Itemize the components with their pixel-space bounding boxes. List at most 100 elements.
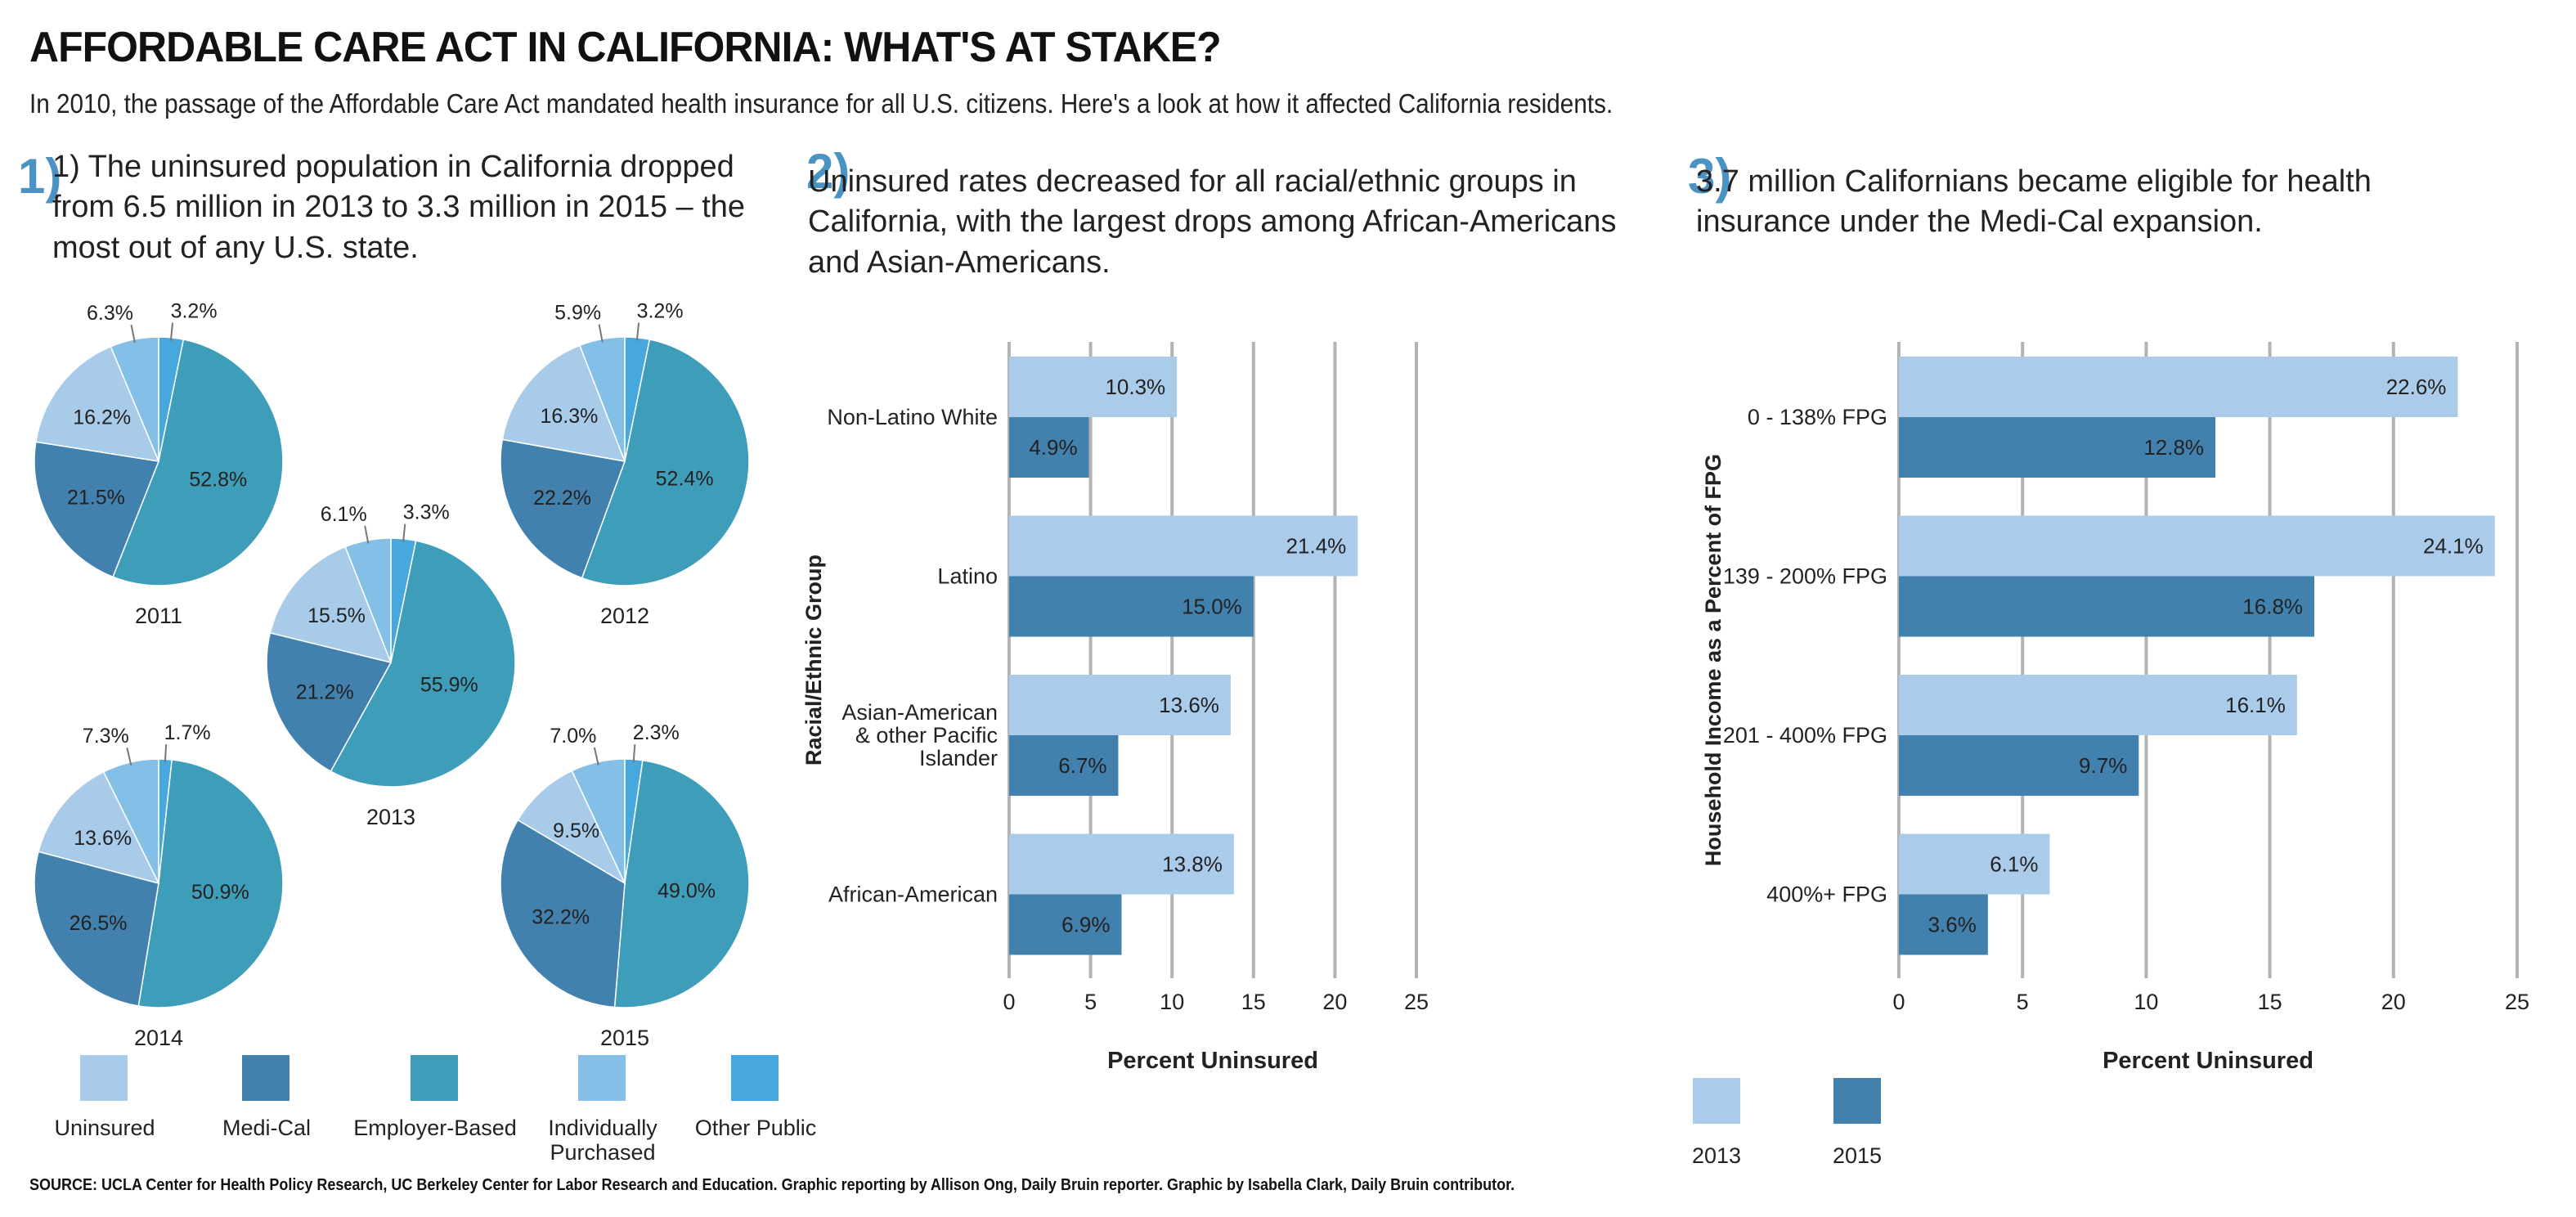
legend-swatch [578,1055,626,1101]
bar-value-label: 10.3% [1105,375,1165,399]
bar-value-label: 12.8% [2143,435,2204,460]
bar-2015 [1009,576,1254,637]
y-axis-title: Racial/Ethnic Group [801,555,826,766]
bar-value-label: 13.8% [1162,852,1223,877]
bar-value-label: 16.8% [2242,595,2303,619]
pie-slice-uninsured [517,770,626,885]
pie-label: 26.5% [70,912,128,935]
bar-2013 [1899,515,2495,577]
pie-label: 32.2% [532,906,590,929]
bar-2015 [1009,894,1122,955]
pie-label: 50.9% [191,881,249,904]
pie-slice-uninsured [501,344,626,462]
category-label: Non-Latino White [827,405,998,429]
heading-line: and Asian-Americans. [808,245,1111,280]
year-legend-item: 2015 [1833,1078,1882,1168]
legend-label: Purchased [550,1140,655,1165]
pie-slice-medi-cal [500,819,626,1008]
legend-swatch [411,1055,458,1101]
pie-year-label: 2012 [600,604,649,628]
legend-label: Employer-Based [353,1116,517,1140]
pie-label: 55.9% [420,673,478,696]
category-label: Latino [937,564,998,589]
race-bar-chart: 0 5 10 15 20 25 10.3% 4.9% Non-Latino White 21.4%… [801,342,1429,1074]
pie-slice-employer-based [330,540,516,788]
pie-label: 16.3% [540,405,598,428]
pie-2011: 3.2% 52.8% 21.5% 16.2% 6.3% 2011 [34,300,284,628]
bar-2015 [1899,576,2315,637]
pie-leader-line [364,525,370,544]
category-label: 0 - 138% FPG [1748,405,1887,429]
x-tick-label: 15 [1241,990,1266,1014]
bar-2015 [1009,417,1089,478]
heading-line: 3.7 million Californians became eligible… [1696,164,2372,199]
legend-swatch [1833,1078,1881,1124]
heading-line: Uninsured rates decreased for all racial… [808,164,1577,199]
income-bar-chart: 0 5 10 15 20 25 22.6% 12.8% 0 - 138% FPG 24.1% 16.… [1692,342,2529,1168]
pie-2012: 3.2% 52.4% 22.2% 16.3% 5.9% 2012 [500,300,750,628]
x-tick-label: 0 [1003,990,1015,1014]
x-tick-label: 0 [1892,990,1905,1014]
pie-leader-line [632,744,636,763]
bar-value-label: 13.6% [1159,693,1219,717]
bar-value-label: 15.0% [1182,595,1242,619]
section-2-heading: Uninsured rates decreased for all racial… [808,162,1616,283]
category-label: Islander [919,746,998,770]
intro-text: In 2010, the passage of the Affordable C… [29,88,1613,119]
heading-line: 1) The uninsured population in Californi… [52,150,734,184]
category-label: 400%+ FPG [1766,882,1887,907]
pie-slice-employer-based [613,759,750,1008]
legend-label: 2013 [1692,1143,1741,1168]
legend-item: Employer-Based [353,1055,517,1140]
heading-line: California, with the largest drops among… [808,204,1617,240]
bar-value-label: 3.6% [1928,913,1977,937]
bar-2013 [1009,833,1234,895]
bar-2013 [1009,515,1358,577]
x-tick-label: 10 [1160,990,1184,1014]
heading-line: most out of any U.S. state. [52,230,419,265]
x-tick-label: 5 [1084,990,1097,1014]
source-note: SOURCE: UCLA Center for Health Policy Re… [29,1176,1515,1194]
heading-line: insurance under the Medi-Cal expansion. [1696,204,2263,240]
pie-label: 3.2% [637,300,684,323]
pie-slice-medi-cal [500,438,626,579]
category-label: & other Pacific [855,723,998,748]
pie-leader-line [126,747,132,766]
y-axis-title: Household Income as a Percent of FPG [1701,454,1726,866]
legend-label: Other Public [695,1116,817,1140]
pie-label: 13.6% [74,827,132,850]
pie-label: 49.0% [657,880,716,903]
pie-leader-line [169,322,174,341]
pie-leader-line [635,322,640,341]
bar-2013 [1899,675,2297,735]
pie-2014: 1.7% 50.9% 26.5% 13.6% 7.3% 2014 [34,721,284,1050]
pie-slice-uninsured [269,546,393,664]
pie-slice-medi-cal [34,441,160,578]
pie-leader-line [593,747,599,766]
x-tick-label: 20 [2381,990,2406,1014]
pie-label: 22.2% [533,487,591,510]
legend-label: Medi-Cal [222,1116,311,1140]
section-1-heading: 1) The uninsured population in Californi… [52,147,745,268]
section-1-number: 1) [18,149,62,204]
heading-line: from 6.5 million in 2013 to 3.3 million … [52,190,746,225]
legend-item: Medi-Cal [222,1055,311,1140]
bar-2013 [1899,357,2458,417]
x-tick-label: 25 [1404,990,1429,1014]
pie-label: 15.5% [307,604,366,627]
pie-label: 2.3% [633,721,680,744]
pie-leader-line [164,743,168,763]
bar-value-label: 24.1% [2423,534,2484,559]
x-axis-title: Percent Uninsured [1107,1048,1318,1074]
pie-label: 52.8% [189,469,247,492]
pie-year-label: 2015 [600,1026,649,1050]
x-tick-label: 25 [2505,990,2529,1014]
category-label: Asian-American [841,700,998,725]
pie-leader-line [130,324,136,344]
bar-value-label: 6.1% [1990,852,2038,877]
pie-label: 1.7% [164,721,211,744]
category-label: 139 - 200% FPG [1723,564,1887,589]
legend-item: Other Public [695,1055,817,1140]
